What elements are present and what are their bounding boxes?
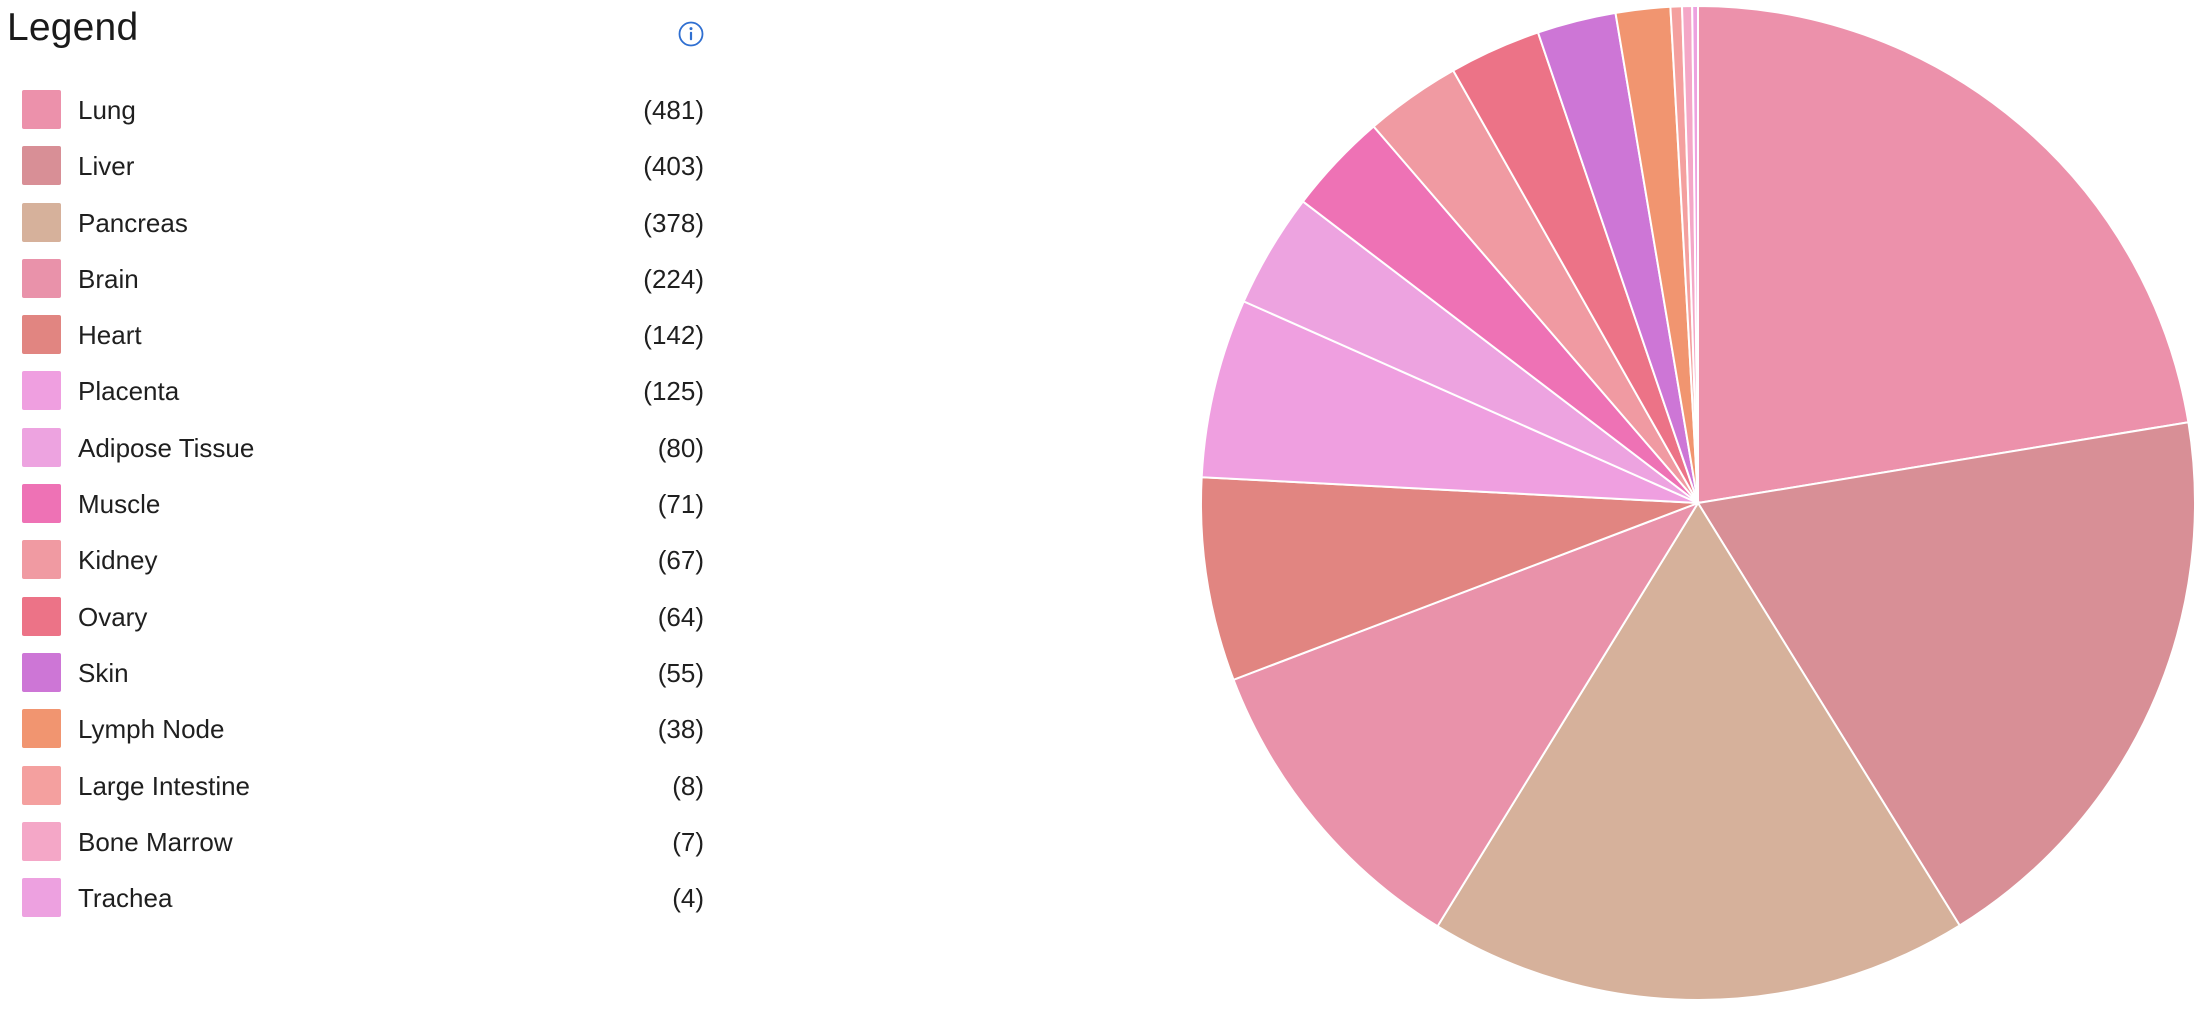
legend-item[interactable]: Large Intestine (8) [0, 763, 720, 819]
legend-swatch [22, 821, 61, 861]
legend-item[interactable]: Skin (55) [0, 650, 720, 706]
legend-item[interactable]: Pancreas (378) [0, 200, 720, 256]
legend-count: (67) [657, 545, 704, 576]
legend-label: Ovary [78, 601, 148, 632]
legend-label: Adipose Tissue [78, 432, 255, 463]
legend-item[interactable]: Adipose Tissue (80) [0, 425, 720, 481]
legend-count: (403) [643, 151, 704, 182]
legend-count: (7) [672, 826, 704, 857]
legend-item[interactable]: Brain (224) [0, 256, 720, 312]
legend-swatch [22, 202, 61, 242]
legend-label: Liver [78, 151, 135, 182]
legend-swatch [22, 709, 61, 749]
legend-list: Lung (481) Liver (403) Pancreas (378) Brain (22… [0, 87, 720, 931]
legend-count: (224) [643, 263, 704, 294]
legend-swatch [22, 652, 61, 692]
legend-swatch [22, 540, 61, 580]
legend-swatch [22, 146, 61, 186]
legend-label: Kidney [78, 545, 158, 576]
legend-swatch [22, 315, 61, 355]
legend-swatch [22, 596, 61, 636]
legend-label: Lymph Node [78, 714, 225, 745]
legend-count: (71) [657, 489, 704, 520]
legend-label: Pancreas [78, 207, 188, 238]
pie-slice[interactable] [1697, 4, 2190, 505]
legend-count: (481) [643, 95, 704, 125]
legend-count: (80) [657, 432, 704, 463]
legend-count: (4) [672, 883, 704, 914]
legend-swatch [22, 90, 61, 129]
legend-count: (8) [672, 770, 704, 801]
legend-swatch [22, 371, 61, 411]
legend-count: (142) [643, 320, 704, 351]
pie-chart-svg [1200, 4, 2196, 1001]
legend-item[interactable]: Trachea (4) [0, 875, 720, 931]
legend-item[interactable]: Lung (481) [0, 87, 720, 143]
legend-swatch [22, 765, 61, 805]
legend-label: Large Intestine [78, 770, 251, 801]
legend-item[interactable]: Lymph Node (38) [0, 706, 720, 762]
legend-item[interactable]: Bone Marrow (7) [0, 819, 720, 875]
legend-swatch [22, 258, 61, 298]
legend-title: Legend [7, 6, 139, 49]
legend-label: Skin [78, 657, 129, 688]
pie-slice[interactable] [1200, 300, 1699, 504]
info-icon[interactable] [677, 20, 705, 48]
legend-label: Bone Marrow [78, 826, 233, 857]
legend-panel: Legend Lung (481) Liver (403) Pancreas (378) B… [0, 0, 720, 1014]
pie-chart [1150, 0, 2206, 1014]
pie-slice[interactable] [1436, 501, 1962, 1001]
legend-count: (38) [657, 714, 704, 745]
legend-item[interactable]: Liver (403) [0, 143, 720, 199]
pie-slice[interactable] [1232, 501, 1701, 928]
legend-swatch [22, 427, 61, 467]
legend-item[interactable]: Placenta (125) [0, 368, 720, 424]
legend-label: Lung [78, 95, 136, 125]
pie-slice[interactable] [1691, 4, 1699, 504]
legend-label: Muscle [78, 489, 161, 520]
legend-label: Trachea [78, 883, 173, 914]
pie-slice[interactable] [1696, 421, 2196, 927]
legend-count: (55) [657, 657, 704, 688]
legend-swatch [22, 878, 61, 918]
legend-item[interactable]: Muscle (71) [0, 481, 720, 537]
legend-swatch [22, 484, 61, 524]
legend-item[interactable]: Kidney (67) [0, 537, 720, 593]
legend-count: (378) [643, 207, 704, 238]
legend-count: (64) [657, 601, 704, 632]
legend-label: Heart [78, 320, 142, 351]
legend-item[interactable]: Heart (142) [0, 312, 720, 368]
legend-label: Placenta [78, 376, 180, 407]
pie-slice[interactable] [1200, 476, 1699, 682]
legend-item[interactable]: Ovary (64) [0, 594, 720, 650]
legend-count: (125) [643, 376, 704, 407]
legend-label: Brain [78, 263, 139, 294]
